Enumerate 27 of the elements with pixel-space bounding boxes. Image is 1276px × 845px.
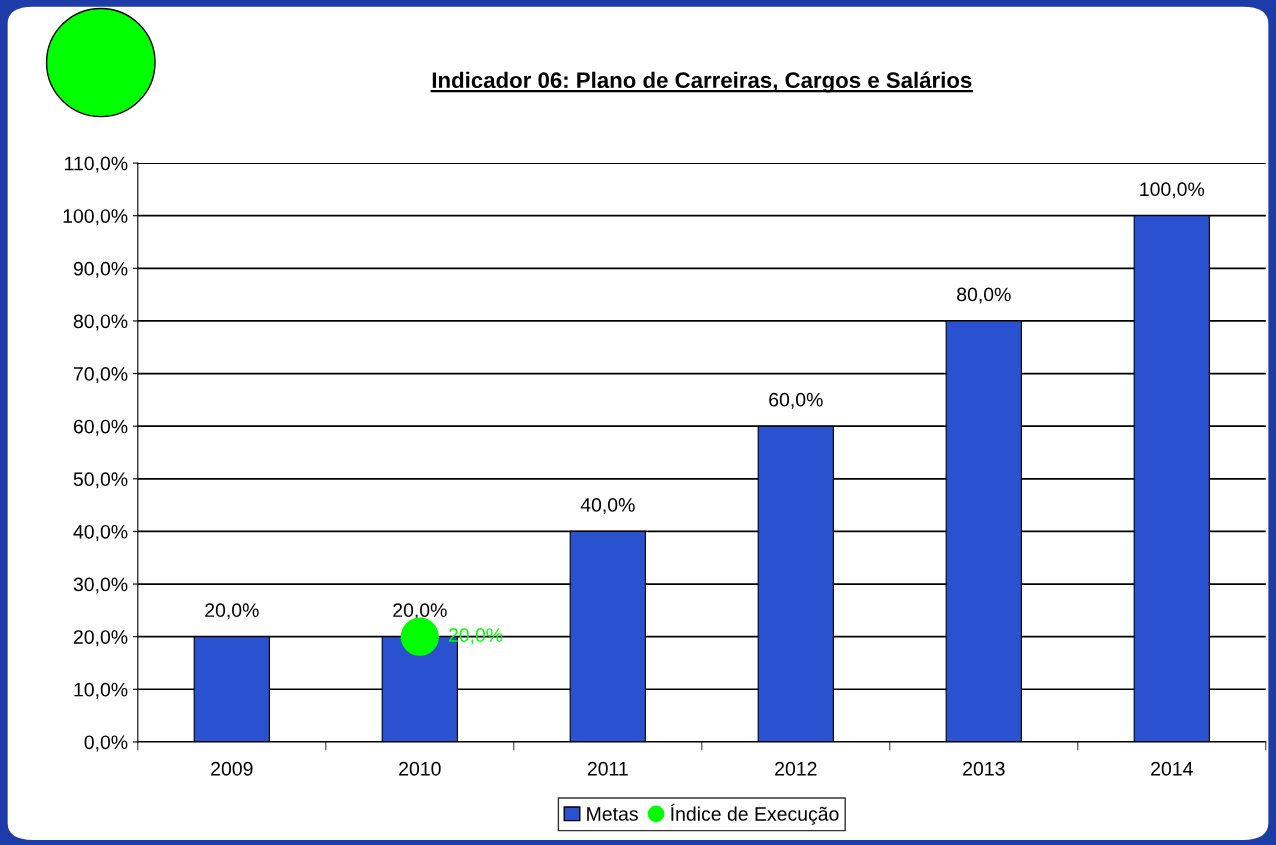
y-tick-label: 10,0% [74, 682, 128, 699]
legend-label: Metas [587, 807, 638, 821]
data-label: 100,0% [1140, 182, 1205, 199]
data-label: 20,0% [205, 603, 259, 620]
legend-label: Índice de Execução [671, 803, 839, 825]
x-tick-label: 2010 [399, 761, 441, 776]
y-tick-label: 40,0% [73, 524, 128, 541]
y-tick-label: 100,0% [63, 209, 128, 226]
data-label: 60,0% [769, 392, 823, 409]
x-tick-label: 2012 [775, 761, 817, 776]
y-tick-label: 80,0% [73, 314, 128, 331]
y-tick-label: 60,0% [73, 419, 128, 436]
x-tick-label: 2014 [1151, 761, 1193, 776]
y-tick-label: 0,0% [84, 735, 128, 752]
y-tick-label: 20,0% [73, 630, 128, 647]
y-tick-label: 30,0% [73, 577, 128, 594]
y-tick-label: 110,0% [65, 156, 128, 173]
x-tick-label: 2013 [963, 761, 1005, 776]
y-tick-label: 50,0% [73, 472, 128, 489]
x-tick-label: 2011 [587, 761, 628, 776]
chart-title: Indicador 06: Plano de Carreiras, Cargos e Salários [432, 71, 972, 93]
data-label: 80,0% [957, 287, 1011, 304]
data-label: 40,0% [580, 498, 635, 515]
y-tick-label: 70,0% [73, 367, 128, 384]
data-label: 20,0% [393, 603, 447, 620]
x-tick-label: 2009 [211, 761, 253, 776]
y-tick-label: 90,0% [73, 261, 128, 278]
